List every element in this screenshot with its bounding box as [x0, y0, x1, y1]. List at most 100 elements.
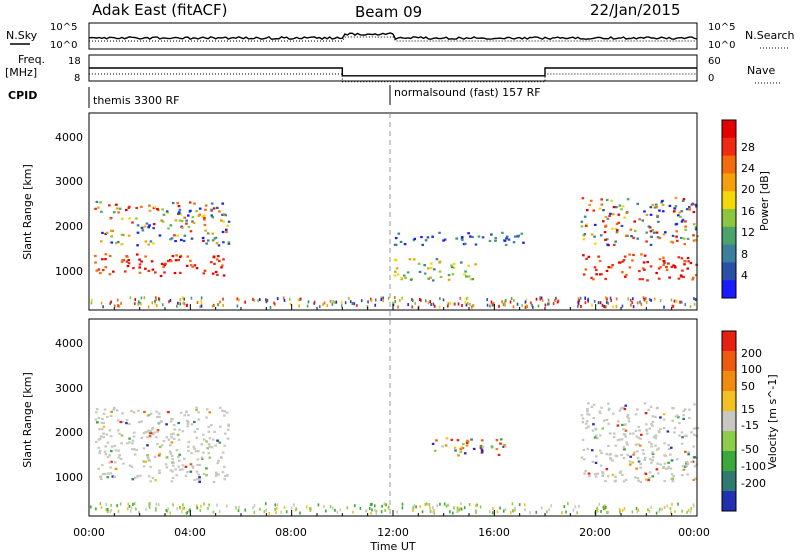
- power-cell: [687, 206, 691, 209]
- velocity-noise-cell: [576, 511, 578, 515]
- power-cell: [661, 210, 665, 213]
- velocity-noise-cell: [203, 502, 205, 506]
- velocity-noise-cell: [208, 503, 210, 507]
- power-cell: [191, 220, 194, 223]
- power-cell: [225, 230, 228, 234]
- velocity-cell: [495, 439, 499, 442]
- freq-tick-left-high: 18: [68, 56, 81, 67]
- power-cell: [221, 202, 225, 205]
- power-cell: [406, 271, 410, 274]
- power-cell: [224, 228, 228, 231]
- power-cell: [397, 232, 401, 235]
- power-cell: [210, 208, 213, 211]
- power-noise-cell: [313, 301, 316, 305]
- power-noise-cell: [138, 300, 140, 304]
- velocity-cell: [656, 462, 659, 465]
- power-noise-cell: [470, 305, 473, 309]
- power-cell: [503, 239, 507, 242]
- power-cell: [641, 278, 644, 281]
- power-noise-cell: [544, 303, 547, 307]
- velocity-cell: [655, 468, 659, 471]
- velocity-cell: [128, 422, 131, 426]
- velocity-noise-cell: [182, 507, 184, 511]
- power-cell: [680, 257, 684, 260]
- velocity-cell: [601, 427, 604, 430]
- velocity-cell: [217, 473, 220, 476]
- power-cell: [617, 213, 621, 216]
- power-noise-cell: [504, 298, 507, 302]
- velocity-cell: [624, 429, 628, 432]
- power-cell: [602, 209, 605, 212]
- power-cell: [111, 229, 114, 233]
- power-noise-cell: [453, 302, 456, 306]
- power-cell: [210, 202, 214, 205]
- velocity-cell: [590, 405, 594, 408]
- velocity-cell: [223, 474, 227, 478]
- power-cell: [673, 207, 676, 210]
- power-noise-cell: [129, 296, 132, 300]
- velocity-cell: [672, 474, 675, 478]
- velocity-ytick-2000: 2000: [55, 426, 83, 439]
- velocity-cb-tick-100: 100: [741, 363, 762, 376]
- power-cell: [520, 232, 524, 235]
- power-noise-cell: [356, 304, 358, 308]
- velocity-cell: [682, 409, 685, 413]
- velocity-cell: [635, 450, 639, 453]
- velocity-noise-cell: [631, 510, 634, 514]
- power-cell: [153, 206, 157, 209]
- power-noise-cell: [509, 300, 512, 304]
- velocity-cell: [185, 411, 188, 414]
- power-noise-cell: [621, 304, 624, 308]
- velocity-noise-cell: [605, 505, 607, 509]
- velocity-cell: [147, 459, 150, 462]
- velocity-cell: [119, 457, 123, 461]
- power-cell: [684, 260, 687, 263]
- velocity-cell: [619, 470, 623, 473]
- power-cell: [452, 266, 456, 270]
- frequency-line: [89, 67, 697, 77]
- power-cell: [481, 236, 485, 239]
- velocity-noise-cell: [412, 506, 415, 510]
- velocity-cell: [202, 472, 206, 476]
- power-cell: [212, 256, 216, 259]
- velocity-cell: [207, 452, 211, 455]
- velocity-noise-cell: [371, 508, 373, 512]
- power-cell: [450, 265, 454, 269]
- velocity-cell: [136, 475, 139, 478]
- power-cell: [629, 228, 633, 231]
- power-cell: [222, 241, 225, 244]
- velocity-noise-cell: [381, 504, 383, 508]
- power-noise-cell: [591, 303, 593, 307]
- power-cell: [681, 218, 685, 221]
- velocity-cell: [592, 423, 595, 426]
- power-cell: [649, 206, 653, 209]
- velocity-cell: [146, 436, 149, 439]
- power-noise-cell: [490, 300, 493, 304]
- power-cell: [128, 217, 131, 220]
- power-noise-cell: [525, 304, 528, 308]
- freq-unit-label: [MHz]: [5, 66, 37, 79]
- velocity-cell: [173, 428, 176, 431]
- power-cell: [178, 219, 182, 222]
- power-noise-cell: [323, 301, 326, 305]
- power-noise-cell: [289, 302, 292, 306]
- power-cell: [188, 201, 192, 204]
- x-tick-label-2000: 20:00: [579, 526, 611, 539]
- velocity-cell: [585, 426, 588, 429]
- velocity-cell: [110, 460, 113, 463]
- velocity-cell: [196, 427, 199, 431]
- velocity-cell: [197, 450, 200, 453]
- velocity-cell: [663, 479, 666, 483]
- velocity-cell: [197, 418, 201, 421]
- velocity-noise-cell: [196, 506, 199, 510]
- velocity-cell: [674, 415, 678, 418]
- velocity-cell: [685, 462, 688, 465]
- velocity-cell: [95, 411, 98, 414]
- power-cell: [632, 253, 635, 257]
- power-noise-cell: [606, 297, 608, 301]
- velocity-cell: [614, 479, 617, 482]
- velocity-cell: [208, 437, 212, 440]
- power-cell: [150, 260, 154, 263]
- power-noise-cell: [645, 300, 648, 304]
- velocity-noise-cell: [460, 507, 463, 511]
